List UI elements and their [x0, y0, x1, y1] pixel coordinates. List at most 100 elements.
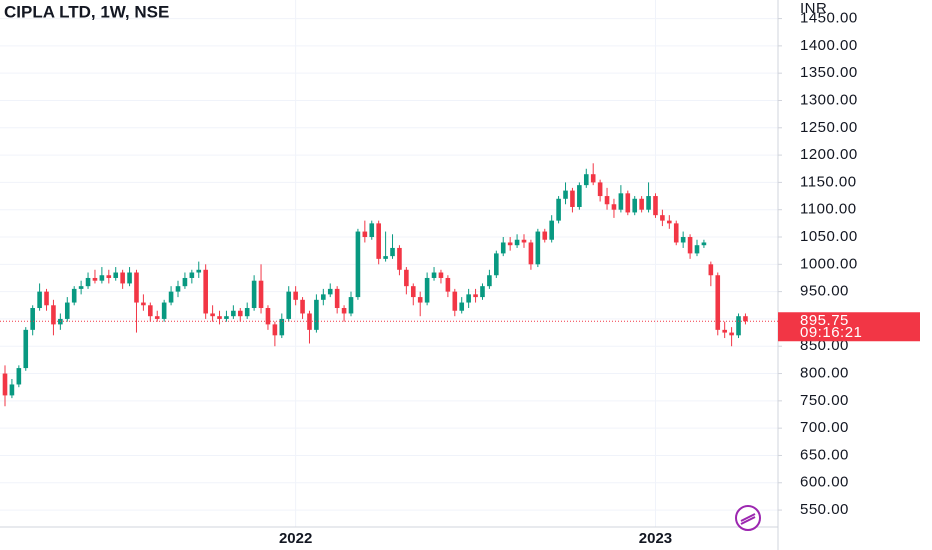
candle-body [667, 220, 672, 224]
candle-body [708, 264, 714, 276]
candle-body [210, 313, 215, 317]
y-tick-label: 1000.00 [800, 255, 858, 272]
candle-body [715, 275, 721, 330]
candle-body [44, 291, 49, 306]
last-price-box [778, 312, 920, 342]
candles [2, 163, 748, 407]
candle-body [632, 198, 638, 213]
candle-body [265, 308, 271, 325]
candle-body [639, 198, 644, 210]
candle-body [653, 196, 658, 216]
candle-body [563, 190, 568, 199]
candle-body [431, 272, 437, 278]
candle-body [92, 277, 98, 281]
candle-body [272, 324, 278, 336]
candle-body [51, 305, 56, 325]
y-tick-label: 600.00 [800, 474, 849, 491]
candle-body [203, 269, 208, 314]
candle-body [127, 272, 132, 284]
y-tick-label: 550.00 [800, 501, 849, 518]
candle-body [348, 297, 354, 314]
candle-body [535, 231, 541, 265]
candle-body [487, 275, 492, 287]
y-tick-label: 1150.00 [800, 173, 857, 190]
candle-body [362, 231, 368, 238]
candle-body [590, 174, 596, 183]
y-tick-label: 1050.00 [800, 228, 858, 245]
candle-body [231, 310, 236, 317]
y-tick-label: 700.00 [800, 419, 849, 436]
candle-body [410, 286, 416, 298]
candle-body [694, 245, 700, 254]
candle-body [729, 332, 734, 336]
y-tick-label: 650.00 [800, 446, 849, 463]
candle-body [549, 220, 554, 240]
candle-body [314, 299, 319, 330]
x-tick-label: 2022 [279, 530, 312, 547]
candle-body [196, 269, 202, 273]
candle-body [701, 242, 707, 246]
candle-body [279, 318, 285, 336]
y-tick-label: 1450.00 [800, 10, 858, 27]
candle-body [182, 277, 188, 287]
candle-body [224, 316, 229, 319]
candle-body [736, 316, 741, 336]
candle-body [258, 280, 264, 309]
candle-body [383, 256, 388, 259]
last-price-label: 895.75 [800, 312, 849, 329]
candle-body [556, 198, 561, 221]
candle-body [417, 297, 423, 303]
candle-body [23, 329, 29, 369]
chart-title: CIPLA LTD, 1W, NSE [4, 2, 169, 21]
candle-body [237, 310, 243, 317]
candle-body [459, 302, 465, 311]
candle-body [452, 291, 458, 311]
candle-body [660, 215, 665, 221]
candle-body [494, 253, 499, 276]
candle-body [293, 291, 298, 300]
candle-body [251, 280, 257, 309]
candle-body [154, 316, 160, 319]
y-tick-label: 950.00 [800, 283, 849, 300]
y-axis: 550.00 600.00 650.00 700.00 750.00 800.00 850.… [778, 10, 858, 518]
candle-body [134, 272, 139, 303]
candle-body [390, 247, 395, 257]
y-tick-label: 1350.00 [800, 64, 858, 81]
candle-body [597, 182, 603, 197]
candle-body [376, 223, 381, 259]
candle-body [168, 291, 174, 303]
candle-body [341, 308, 347, 314]
candle-body [71, 288, 77, 303]
y-tick-label: 1300.00 [800, 91, 858, 108]
candle-body [466, 294, 471, 303]
candle-body [189, 272, 195, 278]
candle-body [120, 272, 125, 284]
y-tick-label: 1400.00 [800, 37, 858, 54]
candle-body [30, 308, 35, 330]
y-tick-label: 1250.00 [800, 119, 858, 136]
candle-body [722, 329, 727, 333]
candle-body [542, 231, 548, 240]
logo [735, 505, 761, 531]
candle-body [106, 275, 112, 278]
y-tick-label: 1200.00 [800, 146, 858, 163]
y-tick-label: 800.00 [800, 365, 849, 382]
candle-body [327, 288, 333, 295]
candle-body [500, 242, 506, 254]
candle-body [78, 286, 84, 289]
candle-body [480, 286, 485, 298]
candle-body [673, 223, 679, 243]
candle-body [583, 174, 589, 186]
candle-body [743, 316, 748, 322]
candle-body [161, 302, 167, 319]
countdown-label: 09:16:21 [800, 324, 862, 341]
candle-body [85, 277, 91, 287]
candle-body [625, 193, 631, 213]
candle-body [611, 204, 617, 210]
y-tick-label: 850.00 [800, 337, 849, 354]
currency-label: INR [800, 0, 827, 17]
candle-body [687, 237, 693, 254]
